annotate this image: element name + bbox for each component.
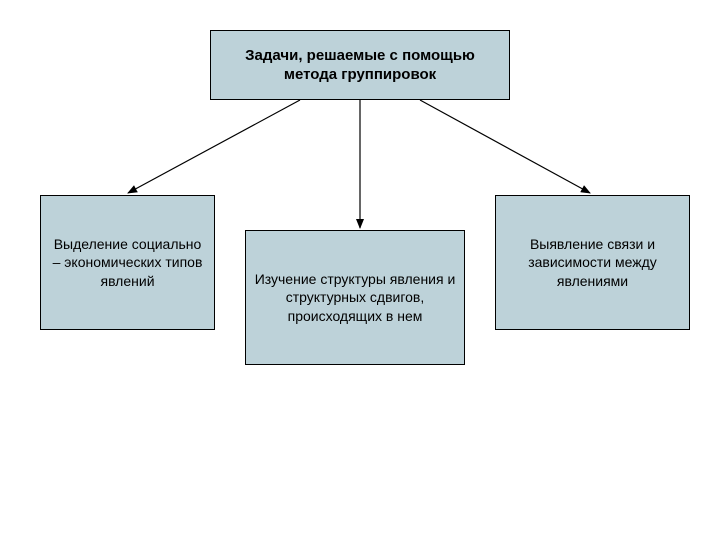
child-box-1: Изучение структуры явления и структурных… bbox=[245, 230, 465, 365]
root-text: Задачи, решаемые с помощью метода группи… bbox=[219, 46, 501, 85]
child-box-0: Выделение социально – экономических типо… bbox=[40, 195, 215, 330]
child-text-0: Выделение социально – экономических типо… bbox=[49, 235, 206, 290]
root-box: Задачи, решаемые с помощью метода группи… bbox=[210, 30, 510, 100]
child-box-2: Выявление связи и зависимости между явле… bbox=[495, 195, 690, 330]
child-text-1: Изучение структуры явления и структурных… bbox=[254, 270, 456, 325]
child-text-2: Выявление связи и зависимости между явле… bbox=[504, 235, 681, 290]
